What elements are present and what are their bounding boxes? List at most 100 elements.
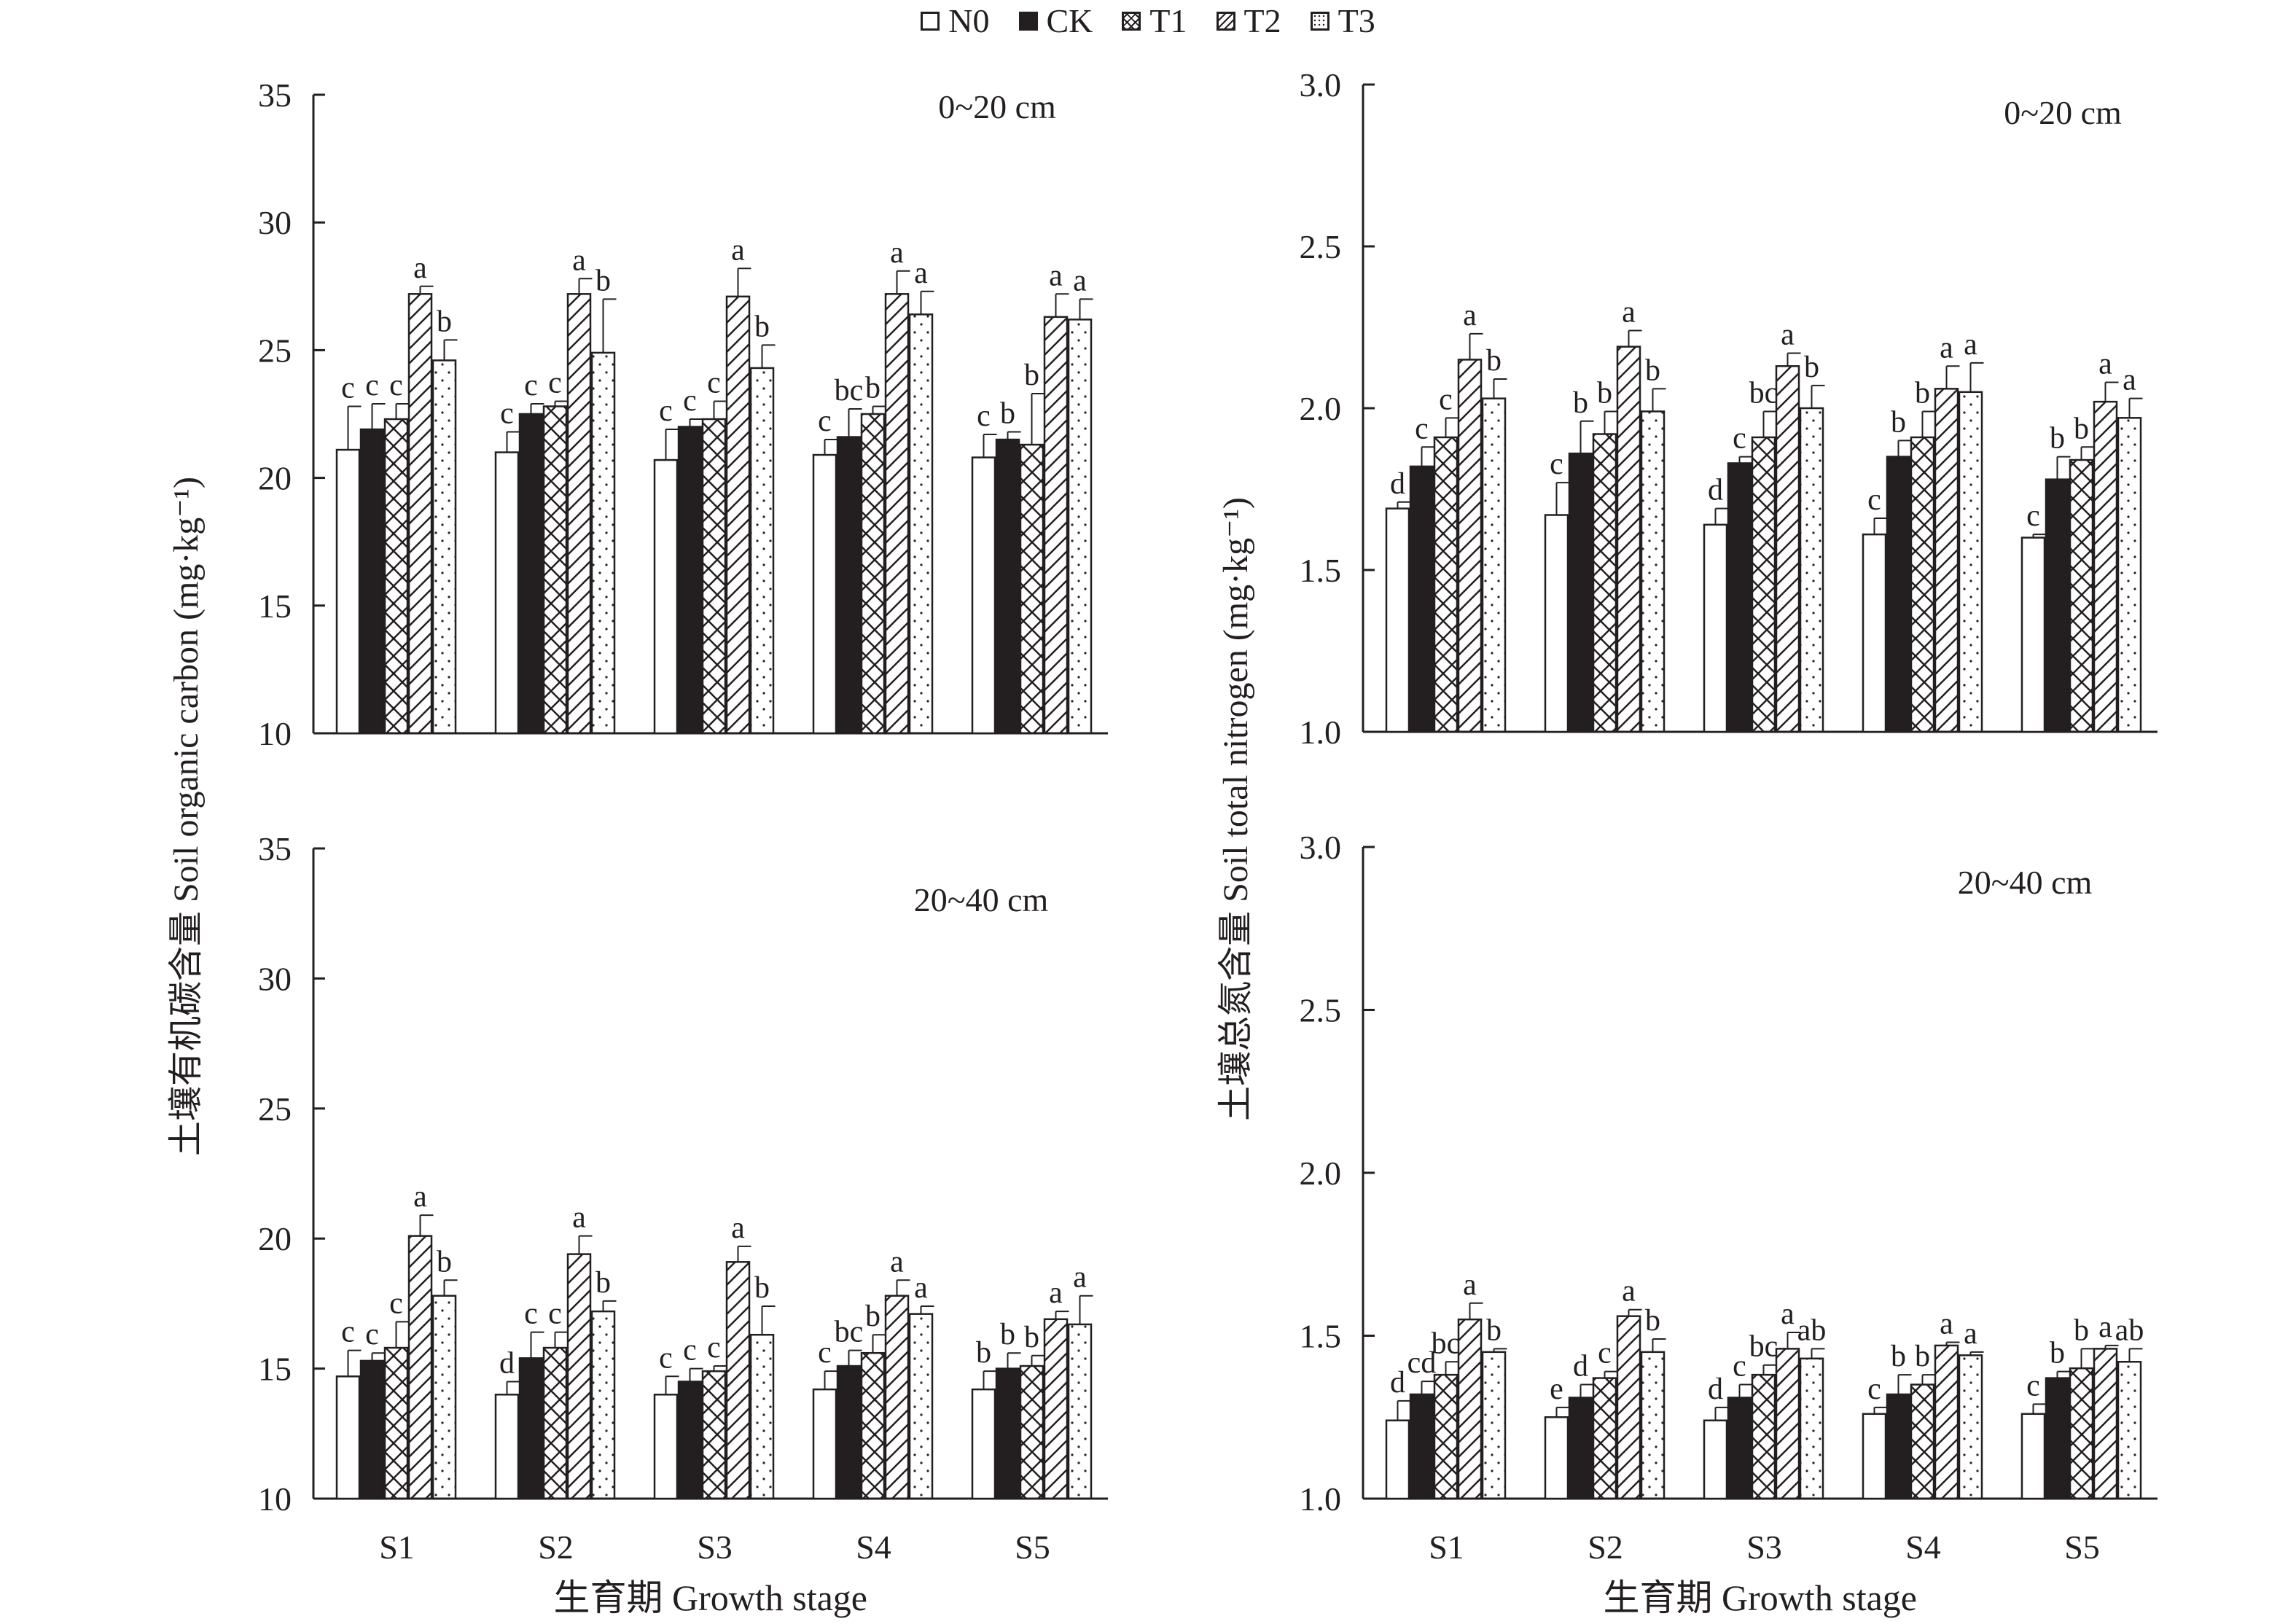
significance-label: c [389,1287,403,1320]
significance-label: b [1024,359,1039,392]
legend-item: N0 [921,1,990,40]
significance-label: c [818,405,832,438]
legend-label: N0 [948,2,990,39]
x-tick-label: S3 [697,1529,733,1566]
y-tick-label: 2.5 [1300,228,1342,265]
legend-item: CK [1018,1,1093,40]
significance-label: d [1708,1373,1723,1406]
significance-label: c [1439,383,1453,416]
bar [701,418,727,735]
significance-label: c [2026,499,2040,533]
bar [1385,1419,1410,1500]
significance-label: c [683,1334,697,1367]
significance-label: b [754,1271,770,1305]
significance-label: d [1390,1366,1405,1399]
significance-label: a [914,257,928,290]
significance-label: b [1573,386,1588,420]
significance-label: ab [2115,1313,2144,1347]
significance-label: bc [1432,1327,1461,1360]
y-tick-label: 3.0 [1300,66,1342,104]
bar [383,1346,409,1500]
significance-label: c [707,366,721,399]
bar [1799,1357,1824,1500]
legend: N0 CK T1 T2 T3 [0,1,2296,40]
bar [860,413,886,735]
bar [1568,452,1593,733]
significance-label: a [1622,295,1636,329]
bar [407,293,433,735]
significance-label: a [2123,364,2136,397]
significance-label: c [389,369,403,402]
x-tick-label: S4 [1905,1529,1941,1566]
bar [542,1346,568,1500]
significance-label: a [914,1271,928,1305]
bar [2045,1377,2070,1500]
legend-swatch [1216,11,1235,31]
bar [1409,1393,1434,1500]
x-tick-label: S2 [538,1529,574,1566]
significance-label: b [2050,422,2065,456]
significance-label: b [2074,412,2089,445]
significance-label: a [1463,299,1477,332]
bar [566,1253,592,1500]
y-tick-label: 35 [258,77,292,114]
significance-label: c [1733,1350,1746,1383]
bar [383,418,409,735]
bar [1886,456,1911,733]
bar [494,1394,520,1500]
x-tick-label: S5 [2064,1529,2100,1566]
bar [1481,397,1507,733]
bar [908,313,934,735]
significance-label: c [365,369,379,402]
x-axis-label-right: 生育期 Growth stage [1603,1577,1918,1618]
significance-label: c [707,1331,721,1365]
significance-label: a [1964,1317,1977,1351]
significance-label: a [413,1180,427,1214]
significance-label: b [1645,354,1660,387]
significance-label: c [1415,412,1429,445]
significance-label: b [1000,1318,1015,1351]
significance-label: b [1645,1304,1660,1338]
y-tick-label: 30 [258,960,292,997]
y-tick-label: 2.0 [1300,1155,1342,1192]
bar [1457,1318,1483,1500]
panel-title: 0~20 cm [2004,94,2122,131]
bar [1385,507,1410,733]
bar [2069,458,2094,733]
y-tick-label: 20 [258,460,292,497]
bar [432,359,457,735]
significance-label: bc [1749,1330,1778,1364]
significance-label: c [2026,1369,2040,1402]
significance-label: a [1049,1276,1063,1310]
significance-label: bc [835,374,864,407]
bar [1616,346,1641,733]
bar [2093,400,2118,733]
bar [1616,1315,1641,1500]
significance-label: b [1024,1321,1039,1354]
significance-label: b [865,371,880,405]
bar [1592,1377,1617,1500]
legend-swatch [1018,11,1038,31]
significance-label: c [1550,448,1563,481]
significance-label: e [1550,1373,1563,1406]
bar [836,1365,862,1500]
significance-label: c [1598,1337,1612,1370]
legend-item: T3 [1310,1,1375,40]
panel-title: 20~40 cm [1958,864,2093,901]
significance-label: a [2098,1311,2112,1344]
significance-label: b [865,1300,880,1333]
significance-label: cd [1407,1346,1437,1380]
bar [1934,1344,1959,1500]
bar [590,351,616,735]
bar [1862,533,1887,733]
bar [2117,1361,2142,1500]
bar [1934,388,1959,733]
significance-label: c [524,369,538,402]
bar [1775,1348,1800,1500]
x-tick-label: S4 [856,1529,891,1566]
significance-label: c [548,366,562,399]
y-tick-label: 1.5 [1300,1318,1342,1355]
significance-label: a [1940,331,1953,364]
significance-label: b [2074,1313,2089,1347]
